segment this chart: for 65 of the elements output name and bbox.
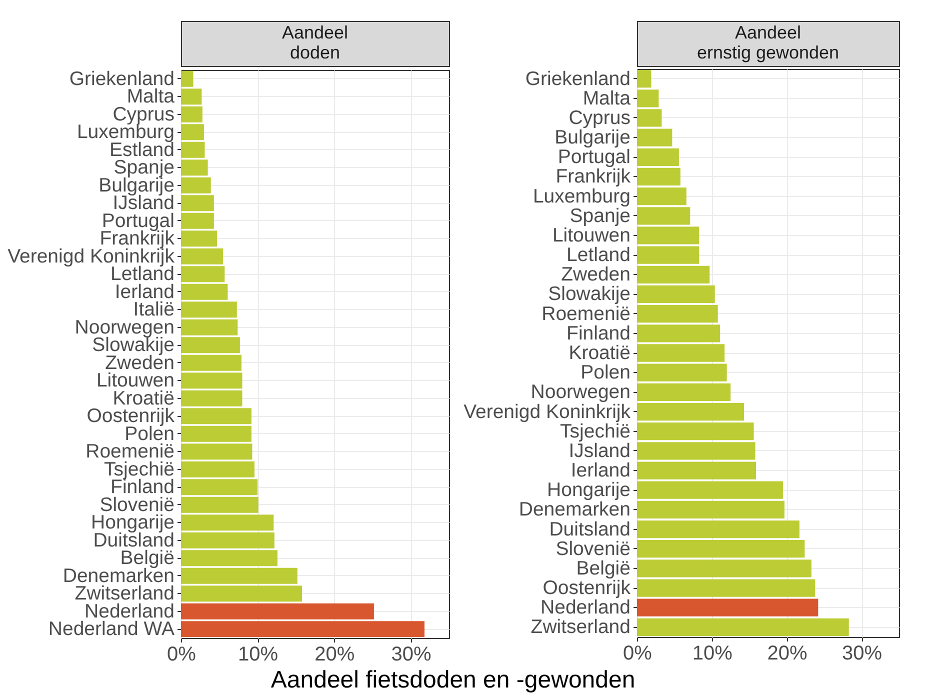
bar xyxy=(637,442,756,460)
x-tick-label: 30% xyxy=(391,644,432,666)
y-tick-label: Roemenië xyxy=(542,302,630,325)
bar xyxy=(637,246,700,264)
x-tick-label: 30% xyxy=(842,642,882,664)
bar xyxy=(637,540,805,558)
chart-title: Aandeel doden xyxy=(282,22,348,62)
x-tick-label: 10% xyxy=(238,644,278,666)
y-tick-label: Portugal xyxy=(558,146,630,168)
x-tick-label: 0% xyxy=(623,642,652,664)
y-tick-label: België xyxy=(576,557,630,580)
chart-title: Aandeel ernstig gewonden xyxy=(696,22,840,62)
bar xyxy=(637,481,783,499)
bar xyxy=(637,168,680,186)
y-tick-label: Griekenland xyxy=(525,68,630,90)
bar xyxy=(637,187,686,206)
y-tick-label: Bulgarije xyxy=(554,126,630,149)
bar xyxy=(637,402,744,421)
y-tick-label: Nederland xyxy=(540,596,630,619)
bar xyxy=(637,324,720,342)
bar xyxy=(637,90,659,108)
bar xyxy=(637,70,652,88)
bar xyxy=(637,598,818,616)
bar xyxy=(637,207,690,225)
y-tick-label: Malta xyxy=(582,87,631,110)
y-tick-label: Zwitserland xyxy=(530,616,630,638)
y-tick-label: Oostenrijk xyxy=(542,577,631,600)
y-tick-label: Ierland xyxy=(570,460,630,482)
y-tick-label: Noorwegen xyxy=(530,381,630,404)
bar xyxy=(637,462,756,480)
y-tick-label: Spanje xyxy=(114,156,174,179)
bar xyxy=(637,226,700,244)
y-tick-label: Polen xyxy=(580,362,630,384)
y-tick-label: België xyxy=(120,547,174,570)
y-tick-label: Finland xyxy=(566,322,630,344)
bar xyxy=(637,344,725,362)
y-tick-label: Slovenië xyxy=(556,538,630,560)
bar xyxy=(637,285,715,304)
bar xyxy=(637,520,800,538)
y-tick-label: Frankrijk xyxy=(556,166,631,188)
y-tick-label: Cyprus xyxy=(568,106,631,129)
y-tick-label: Nederland WA xyxy=(48,618,174,640)
x-tick-label: 10% xyxy=(692,642,733,664)
y-tick-label: Letland xyxy=(566,244,630,266)
x-axis-title: Aandeel fietsdoden en -gewonden xyxy=(270,666,636,694)
y-tick-label: Verenigd Koninkrijk xyxy=(464,400,631,423)
y-tick-label: Zweden xyxy=(561,264,630,286)
y-tick-label: Hongarije xyxy=(547,479,630,502)
bar xyxy=(637,422,754,440)
y-tick-label: Duitsland xyxy=(549,518,630,540)
bar xyxy=(637,148,679,166)
y-tick-label: Luxemburg xyxy=(532,185,630,208)
bar xyxy=(637,305,718,323)
y-tick-label: Slowakije xyxy=(548,283,630,306)
x-tick-label: 0% xyxy=(167,644,196,666)
bar xyxy=(637,383,731,401)
y-tick-label: Kroatië xyxy=(568,342,630,364)
bar xyxy=(637,618,849,636)
y-tick-label: Denemarken xyxy=(518,498,630,521)
x-tick-label: 20% xyxy=(767,642,808,664)
x-tick-label: 20% xyxy=(314,644,355,666)
bar xyxy=(637,500,784,519)
y-tick-label: Portugal xyxy=(102,210,174,232)
bar xyxy=(637,266,710,284)
bar xyxy=(637,364,727,382)
